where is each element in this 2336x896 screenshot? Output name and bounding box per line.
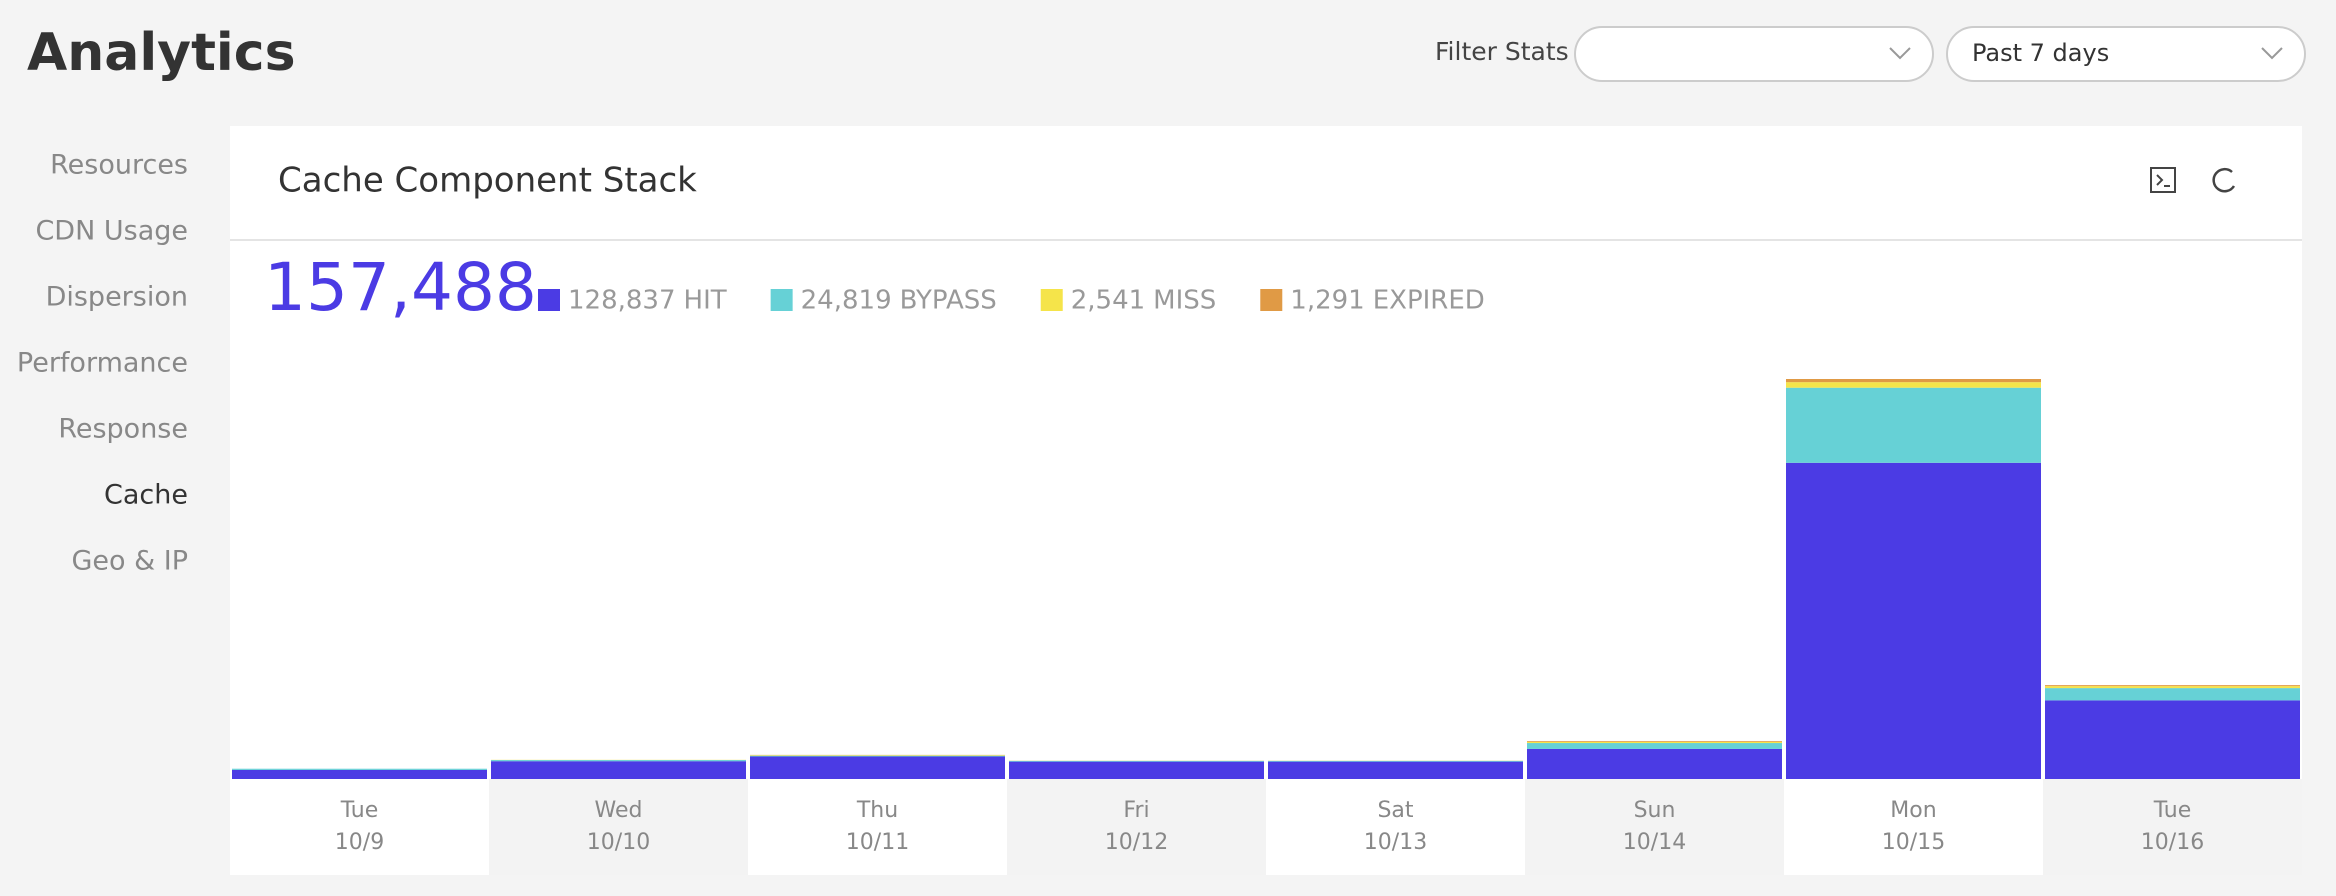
legend-name: BYPASS [900, 286, 997, 316]
page-title: Analytics [27, 23, 296, 83]
nav-item[interactable]: Geo & IP [71, 546, 188, 577]
filter-select[interactable] [1575, 27, 1933, 81]
legend-swatch [1260, 289, 1282, 311]
legend-total: 2,541 [1071, 286, 1145, 316]
legend-swatch [771, 289, 793, 311]
legend-name: HIT [684, 286, 727, 316]
x-weekday: Tue [340, 798, 379, 823]
x-tick-label: 10/14 [1623, 830, 1686, 855]
bar-segment [1009, 761, 1264, 762]
axis-cell [2043, 779, 2302, 875]
bar-segment [232, 769, 487, 770]
bar-segment [1786, 388, 2041, 463]
bar-segment [491, 760, 746, 761]
bar-segment [232, 770, 487, 779]
bar-segment [491, 761, 746, 779]
total: 157,488 [264, 249, 537, 326]
x-tick-label: 10/13 [1364, 830, 1427, 855]
bar-segment [1527, 749, 1782, 779]
legend-name: MISS [1153, 286, 1216, 316]
legend-swatch [1041, 289, 1063, 311]
x-tick-label: 10/11 [846, 830, 909, 855]
legend-name: EXPIRED [1373, 286, 1485, 316]
axis-cell [1525, 779, 1784, 875]
axis-cell [1266, 779, 1525, 875]
bar-segment [1786, 379, 2041, 382]
x-tick-label: 10/16 [2141, 830, 2204, 855]
filter-label: Filter Stats [1435, 37, 1569, 66]
nav-item[interactable]: Resources [50, 150, 188, 181]
bar-segment [1527, 741, 1782, 742]
x-tick-label: 10/15 [1882, 830, 1945, 855]
x-tick-label: 10/9 [335, 830, 384, 855]
x-weekday: Mon [1890, 798, 1936, 823]
axis-cell [489, 779, 748, 875]
x-tick-label: 10/10 [587, 830, 650, 855]
x-weekday: Fri [1123, 798, 1149, 823]
nav-item[interactable]: CDN Usage [35, 216, 188, 247]
nav-item[interactable]: Dispersion [46, 282, 188, 313]
bar-segment [750, 756, 1005, 779]
legend-total: 1,291 [1290, 286, 1364, 316]
bar-segment [1009, 762, 1264, 779]
legend-swatch [538, 289, 560, 311]
bar-segment [2045, 685, 2300, 686]
x-weekday: Sun [1634, 798, 1676, 823]
nav-item[interactable]: Response [58, 414, 188, 445]
bar-segment [1786, 463, 2041, 779]
bar-segment [2045, 688, 2300, 700]
range-value: Past 7 days [1972, 39, 2109, 67]
sidebar: Resources CDN Usage Dispersion Performance R… [17, 150, 188, 577]
legend-total: 24,819 [801, 286, 892, 316]
bar-segment [1527, 742, 1782, 743]
bar-segment [2045, 700, 2300, 779]
x-weekday: Sat [1377, 798, 1413, 823]
x-weekday: Wed [595, 798, 643, 823]
bar-segment [1527, 743, 1782, 749]
bar-segment [2045, 686, 2300, 688]
axis-cell [1784, 779, 2043, 875]
bar-segment [1786, 382, 2041, 388]
nav-item[interactable]: Cache [104, 480, 188, 511]
axis-cell [230, 779, 489, 875]
x-weekday: Tue [2153, 798, 2192, 823]
x-tick-label: 10/12 [1105, 830, 1168, 855]
bar-segment [750, 756, 1005, 757]
panel-title: Cache Component Stack [278, 161, 697, 201]
axis-cell [748, 779, 1007, 875]
legend-total: 128,837 [568, 286, 676, 316]
bar-segment [750, 755, 1005, 756]
nav-item[interactable]: Performance [17, 348, 188, 379]
bar-segment [1268, 761, 1523, 762]
x-weekday: Thu [856, 798, 898, 823]
bar-segment [1268, 762, 1523, 779]
axis-cell [1007, 779, 1266, 875]
